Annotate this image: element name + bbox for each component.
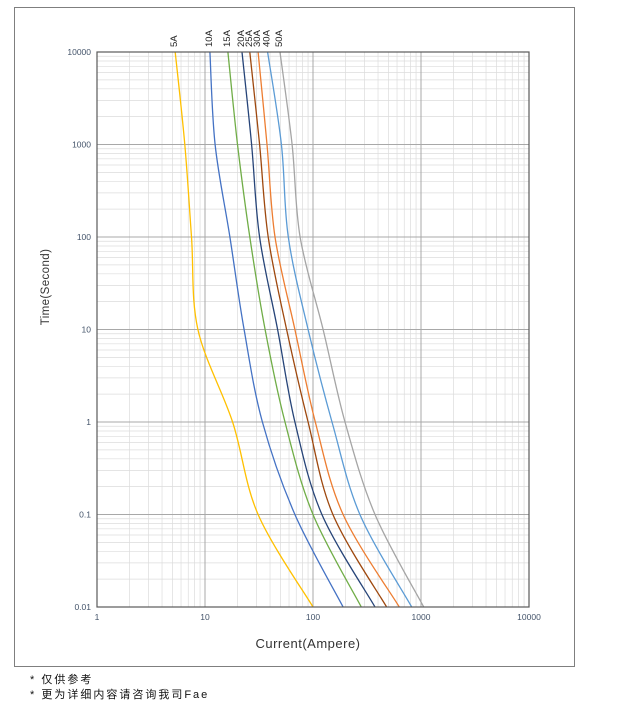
series-label-15A: 15A: [222, 29, 233, 47]
series-label-20A: 20A: [236, 29, 247, 47]
y-tick-label: 1000: [72, 140, 91, 150]
series-label-40A: 40A: [262, 29, 273, 47]
y-tick-label: 100: [77, 232, 91, 242]
curve-20A: [241, 52, 376, 607]
curve-30A: [257, 52, 400, 607]
grid-major: [97, 52, 529, 607]
y-axis-title: Time(Second): [40, 248, 52, 326]
series-label-30A: 30A: [252, 29, 263, 47]
x-tick-label: 1: [95, 612, 100, 622]
series-label-10A: 10A: [204, 29, 215, 47]
x-axis-title: Current(Ampere): [255, 636, 361, 651]
x-tick-label: 100: [306, 612, 320, 622]
series-label-25A: 25A: [244, 29, 255, 47]
x-tick-label: 10: [200, 612, 210, 622]
y-tick-label: 1: [86, 417, 91, 427]
tick-labels: 1 10 100 1000 10000 10000 1000 100 10 1 0.1 0.01: [67, 47, 541, 622]
curve-5A: [174, 52, 314, 607]
footnote-line-2: * 更为详细内容请咨询我司Fae: [30, 688, 210, 701]
x-tick-label: 1000: [412, 612, 431, 622]
curves: [174, 52, 425, 607]
curve-25A: [249, 52, 388, 607]
curve-50A: [279, 52, 425, 607]
series-label-50A: 50A: [274, 29, 285, 47]
footnotes: * 仅供参考 * 更为详细内容请咨询我司Fae: [30, 673, 209, 702]
series-label-5A: 5A: [169, 35, 180, 47]
x-tick-label: 10000: [517, 612, 541, 622]
footnote-line-1: * 仅供参考: [30, 674, 94, 686]
y-tick-label: 0.1: [79, 510, 91, 520]
plot-border: [96, 51, 530, 608]
y-tick-label: 10000: [67, 47, 91, 57]
curve-40A: [266, 52, 413, 607]
y-tick-label: 10: [82, 325, 92, 335]
y-tick-label: 0.01: [74, 602, 91, 612]
curve-15A: [227, 52, 362, 607]
curve-10A: [209, 52, 344, 607]
